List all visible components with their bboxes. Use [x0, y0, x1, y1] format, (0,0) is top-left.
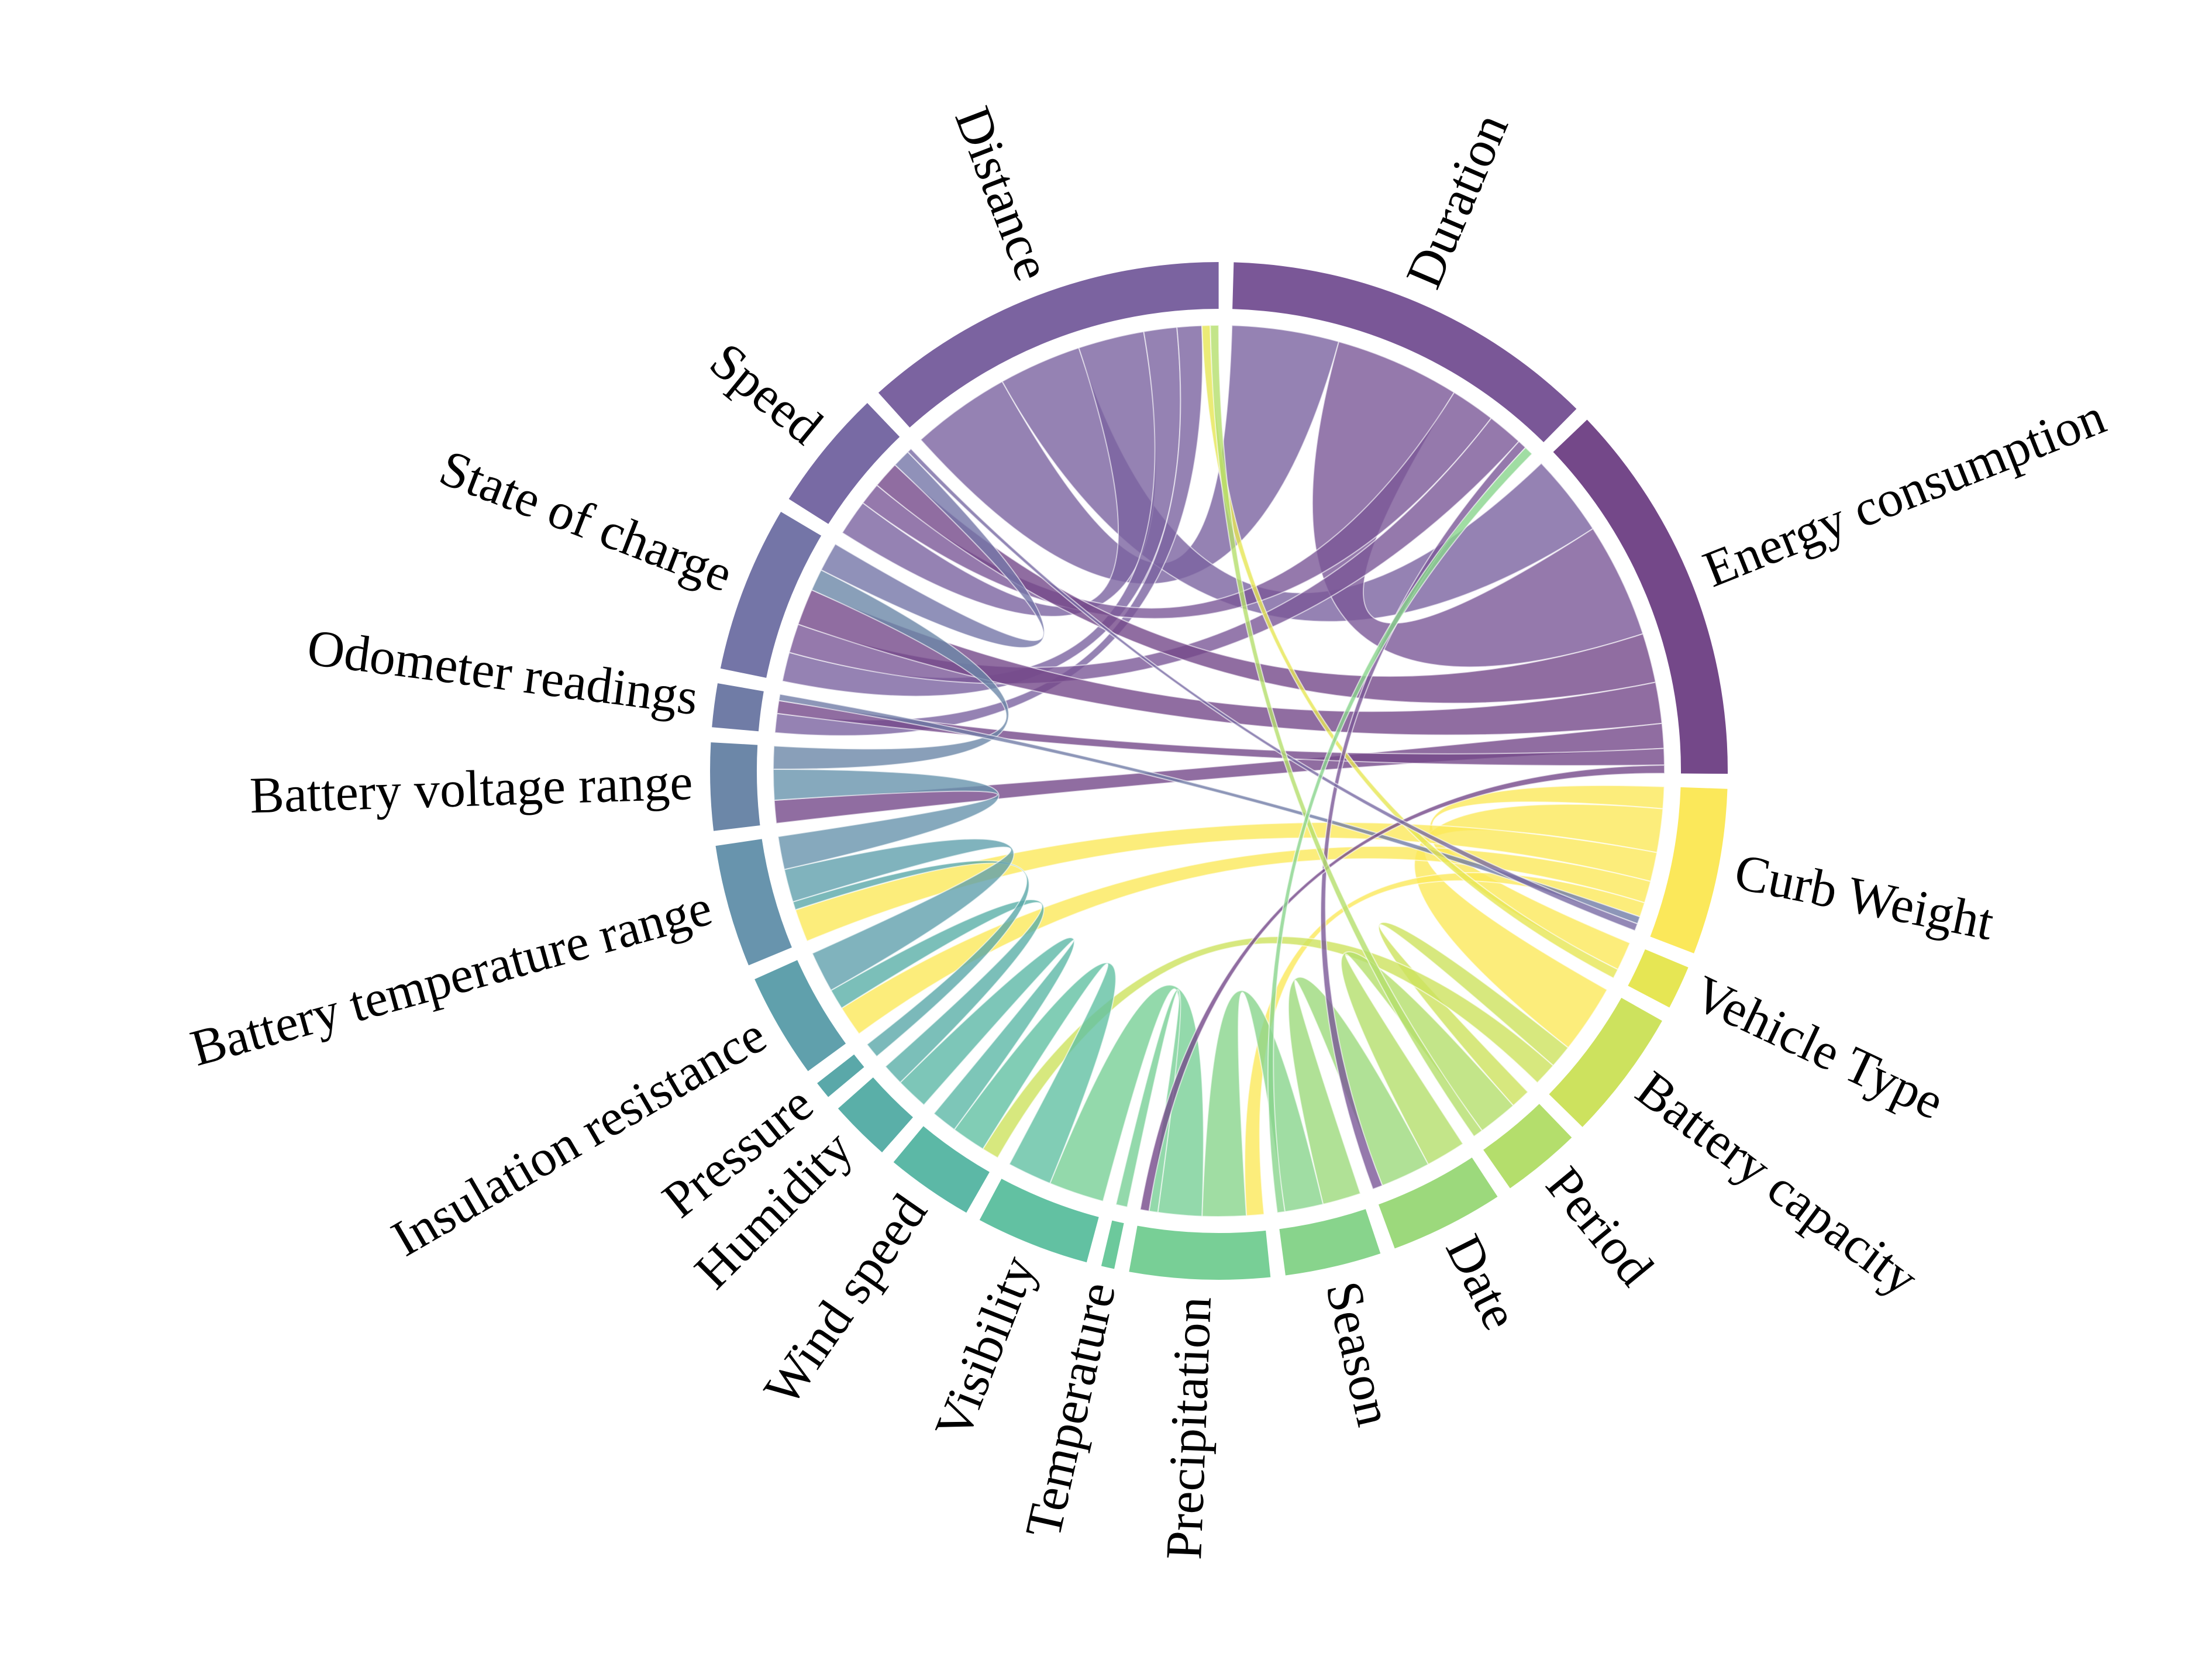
ribbon	[772, 569, 1009, 770]
ribbon	[1267, 446, 1533, 1214]
node-label: Battery voltage range	[249, 754, 694, 824]
node-arc	[1483, 1104, 1572, 1189]
node-arc	[1628, 949, 1689, 1008]
ribbon	[792, 860, 1030, 1058]
node-label: Visibility	[924, 1248, 1047, 1447]
node-label: Duration	[1396, 106, 1520, 297]
node-arc	[710, 742, 760, 831]
ribbon	[1244, 872, 1646, 1217]
ribbon	[1287, 976, 1429, 1206]
ribbon	[876, 464, 1656, 704]
node-label: Precipitation	[1156, 1296, 1222, 1561]
ribbon	[907, 447, 1639, 932]
node-label: Curb Weight	[1730, 843, 1999, 952]
node-arc	[715, 839, 792, 966]
ribbon	[1139, 764, 1666, 1212]
node-arc	[712, 683, 764, 732]
node-label: Vehicle Type	[1685, 965, 1952, 1131]
node-arc	[1553, 419, 1728, 774]
ribbon	[783, 838, 1015, 991]
node-label: State of charge	[432, 439, 740, 603]
ribbon	[778, 693, 1641, 925]
node-arc	[1549, 997, 1662, 1127]
ribbon	[1201, 325, 1619, 979]
ring	[710, 262, 1728, 1280]
ribbon	[1115, 989, 1181, 1213]
ribbon	[899, 937, 1075, 1131]
ribbon	[820, 451, 1045, 649]
node-arc	[754, 960, 846, 1072]
ribbon	[1210, 324, 1483, 1138]
node-arc	[979, 1179, 1099, 1263]
node-arc	[817, 1054, 864, 1097]
ribbon	[774, 325, 1203, 736]
ribbon	[1341, 951, 1514, 1166]
node-arc	[1379, 1158, 1498, 1249]
node-label: Temperature	[1015, 1277, 1127, 1543]
node-label: Odometer readings	[304, 619, 701, 726]
ribbon	[788, 417, 1520, 684]
node-arc	[878, 262, 1219, 428]
node-label: Season	[1315, 1276, 1403, 1431]
node-label: Period	[1535, 1156, 1664, 1296]
node-label: Battery temperature range	[185, 879, 718, 1077]
node-label: Energy consumption	[1696, 388, 2113, 598]
ribbon	[982, 936, 1555, 1159]
ribbon	[953, 962, 1117, 1184]
ribbon	[830, 899, 1045, 1084]
ribbon	[862, 391, 1493, 619]
node-arc	[720, 512, 822, 678]
ribbon	[772, 768, 1000, 870]
node-label: Distance	[943, 99, 1061, 288]
node-arc	[1101, 1220, 1124, 1269]
ribbons	[772, 324, 1666, 1217]
node-arc	[788, 403, 900, 524]
node-arc	[1650, 787, 1728, 953]
node-arc	[1129, 1225, 1271, 1280]
node-arc	[838, 1077, 913, 1153]
ribbon	[840, 845, 1652, 1035]
ribbon	[1378, 922, 1569, 1107]
labels: Distance Duration Energy consumption Curb W…	[185, 99, 2113, 1561]
node-label: Date	[1435, 1226, 1529, 1338]
node-label: Speed	[700, 332, 833, 456]
node-arc	[893, 1126, 990, 1213]
ribbon	[1201, 990, 1324, 1217]
node-arc	[1279, 1209, 1381, 1276]
node-arc	[1232, 262, 1577, 442]
